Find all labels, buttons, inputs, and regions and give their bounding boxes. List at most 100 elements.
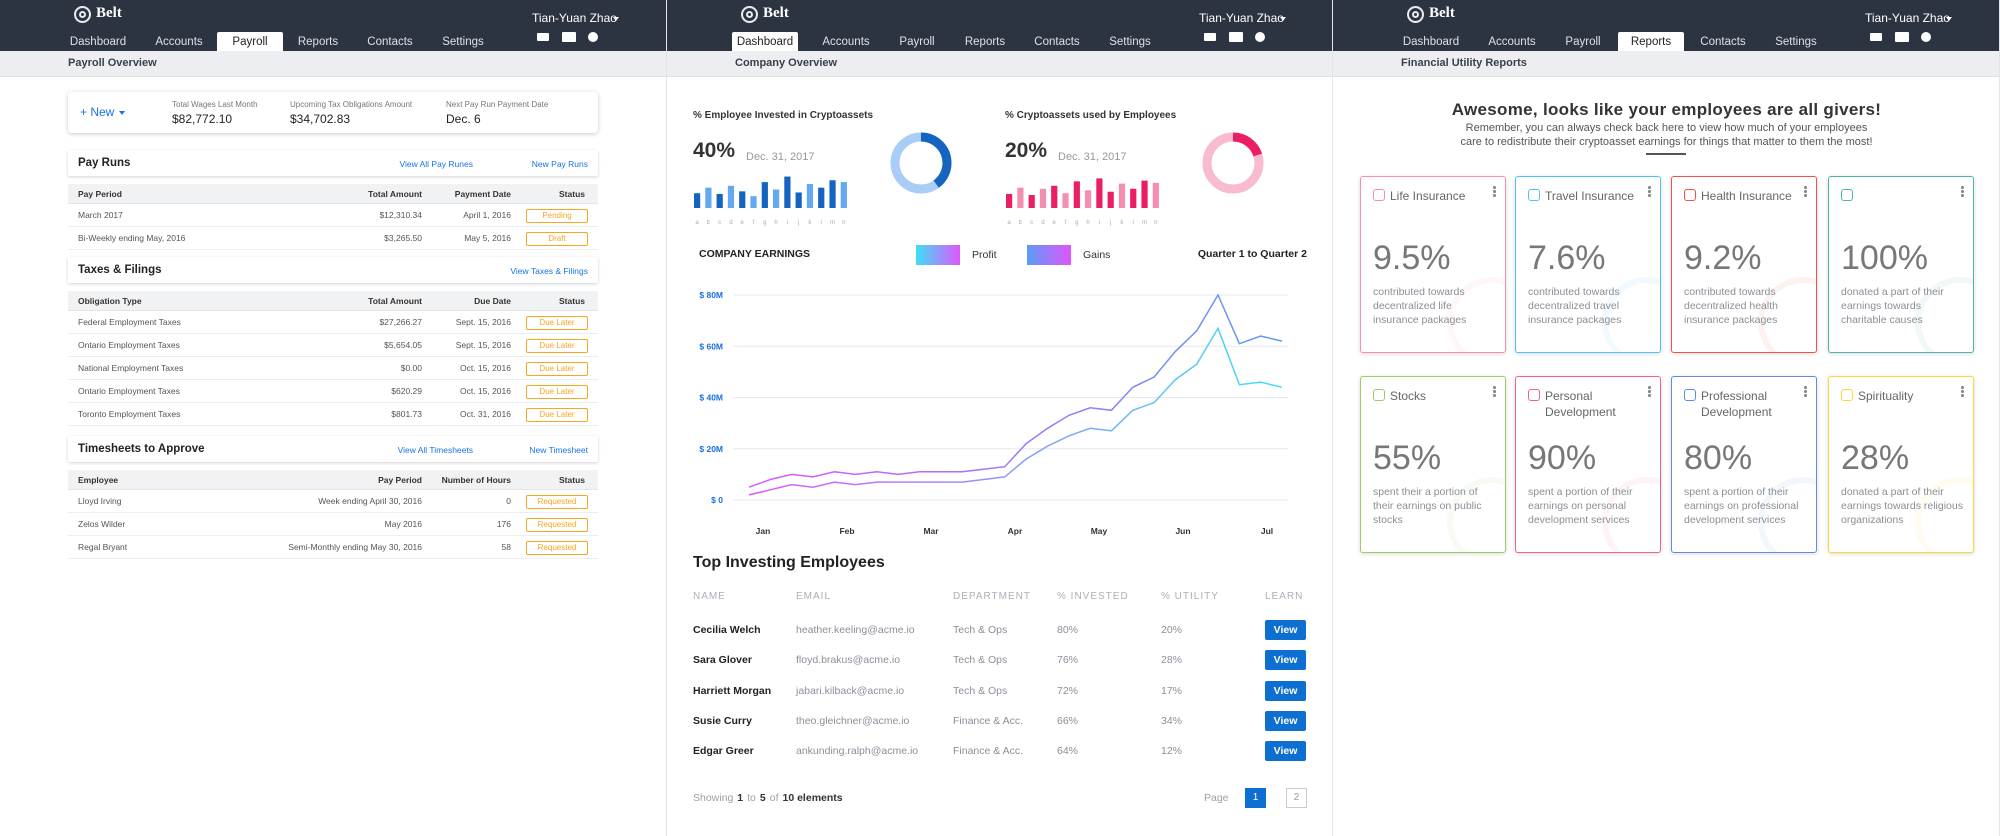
nav-tab[interactable]: Accounts xyxy=(822,36,870,48)
nav-tab[interactable]: Settings xyxy=(1109,36,1151,48)
help-icon[interactable] xyxy=(1921,32,1931,42)
page-title: Payroll Overview xyxy=(68,57,157,69)
nav-tab[interactable]: Contacts xyxy=(1700,36,1746,48)
card-text: contributed towards decentralized health… xyxy=(1684,286,1778,326)
x-tick-label: Jul xyxy=(1261,526,1273,536)
nav-tab[interactable]: Dashboard xyxy=(732,32,798,51)
section-title: Timesheets to Approve xyxy=(78,443,205,455)
table-cell: 28% xyxy=(1161,654,1183,667)
mail-icon[interactable] xyxy=(1895,32,1909,42)
page-button[interactable]: 2 xyxy=(1286,788,1307,808)
donut-arc xyxy=(1202,132,1264,194)
mini-bar xyxy=(1062,193,1069,208)
section-link[interactable]: New Timesheet xyxy=(529,445,588,455)
nav-tab[interactable]: Accounts xyxy=(1488,36,1536,48)
folder-icon[interactable] xyxy=(537,33,549,41)
mini-bar-label: k xyxy=(1120,220,1124,226)
kpi-title: % Employee Invested in Cryptoassets xyxy=(693,110,874,121)
card-watermark xyxy=(1915,477,1973,552)
mini-bar-label: g xyxy=(763,220,766,226)
section-link[interactable]: View All Pay Runes xyxy=(399,159,473,169)
card-watermark xyxy=(1602,277,1660,352)
folder-icon[interactable] xyxy=(1204,33,1216,41)
nav-tab[interactable]: Payroll xyxy=(899,36,935,48)
donut-arc xyxy=(890,132,952,194)
mini-bar-label: e xyxy=(1053,220,1057,226)
card-value: 9.5% xyxy=(1373,239,1451,277)
help-icon[interactable] xyxy=(588,32,598,42)
nav-tab[interactable]: Dashboard xyxy=(1402,36,1460,48)
view-button[interactable]: View xyxy=(1265,741,1306,762)
table-cell: 20% xyxy=(1161,624,1183,636)
menu-dot xyxy=(1648,394,1651,397)
column-header: DEPARTMENT xyxy=(953,591,1031,602)
mini-bar xyxy=(1017,187,1024,208)
card-watermark xyxy=(1447,477,1505,552)
card-text: donated a part of their earnings towards… xyxy=(1841,286,1944,326)
report-card: 100% donated a part of their earnings tow… xyxy=(1828,176,1974,353)
charts: a b c d e f g h i j k l m n a b c d e f g h i j k l m n $ 0 $ 20M $ 40… xyxy=(694,132,1288,536)
nav-tab[interactable]: Contacts xyxy=(1034,36,1080,48)
mini-bar xyxy=(1118,183,1126,208)
mail-icon[interactable] xyxy=(562,32,576,42)
brand: Belt xyxy=(96,5,122,21)
nav-tab[interactable]: Reports xyxy=(964,36,1006,48)
nav-tab[interactable]: Contacts xyxy=(367,36,413,48)
user-name[interactable]: Tian-Yuan Zhao xyxy=(1199,11,1284,25)
nav-tab[interactable]: Settings xyxy=(442,36,484,48)
mini-bar xyxy=(806,183,814,208)
x-tick-label: Jun xyxy=(1175,526,1190,536)
status-badge: Requested xyxy=(526,541,588,555)
card-text: spent a portion of their earnings on per… xyxy=(1528,486,1633,526)
menu-dot xyxy=(1648,390,1651,393)
sub-header: Payroll Overview xyxy=(0,51,666,77)
nav-tab[interactable]: Settings xyxy=(1775,36,1817,48)
mini-bar xyxy=(739,191,746,208)
nav-tab[interactable]: Accounts xyxy=(155,36,203,48)
menu-dot xyxy=(1804,394,1807,397)
section-link[interactable]: View All Timesheets xyxy=(397,445,473,455)
section-link[interactable]: View Taxes & Filings xyxy=(510,266,588,276)
nav-tab[interactable]: Payroll xyxy=(217,32,283,51)
mini-bar-label: a xyxy=(695,220,699,226)
nav-tab[interactable]: Dashboard xyxy=(69,36,127,48)
nav-tab[interactable]: Reports xyxy=(297,36,339,48)
column-header: Status xyxy=(559,296,585,306)
view-button[interactable]: View xyxy=(1265,710,1306,731)
view-button[interactable]: View xyxy=(1265,650,1306,671)
table-cell: April 1, 2016 xyxy=(463,210,511,220)
row-divider xyxy=(68,535,598,536)
mail-icon[interactable] xyxy=(1229,32,1243,42)
summary-label: Upcoming Tax Obligations Amount xyxy=(290,100,413,109)
section-link[interactable]: New Pay Runs xyxy=(531,159,588,169)
mini-bar-label: h xyxy=(774,220,777,226)
table: Pay Period Total Amount Payment Date Status… xyxy=(68,184,598,250)
status-badge: Requested xyxy=(526,495,588,509)
menu-dot xyxy=(1961,190,1964,193)
card-value: 90% xyxy=(1528,439,1597,477)
new-button[interactable]: + New xyxy=(80,105,115,119)
mini-bar-label: a xyxy=(1007,220,1011,226)
view-button[interactable]: View xyxy=(1265,620,1306,640)
user-name[interactable]: Tian-Yuan Zhao xyxy=(532,11,617,25)
table-cell: Zelos Wilder xyxy=(78,519,126,529)
mini-bar-label: f xyxy=(1065,220,1067,226)
mini-bar xyxy=(761,182,768,208)
nav-tab[interactable]: Reports xyxy=(1618,32,1684,51)
subtext: Remember, you can always check back here… xyxy=(1465,122,1868,134)
user-name[interactable]: Tian-Yuan Zhao xyxy=(1865,11,1950,25)
card-text: contributed towards decentralized travel… xyxy=(1528,286,1622,326)
mini-bar-label: n xyxy=(1154,220,1157,226)
row-divider xyxy=(68,425,598,426)
help-icon[interactable] xyxy=(1255,32,1265,42)
mini-bar xyxy=(829,180,836,208)
menu-dot xyxy=(1493,194,1496,197)
view-button[interactable]: View xyxy=(1265,680,1306,701)
kpi-value: 40% xyxy=(693,139,736,162)
table-cell: 34% xyxy=(1161,714,1183,727)
table: Obligation Type Total Amount Due Date Statu… xyxy=(68,291,598,426)
folder-icon[interactable] xyxy=(1870,33,1882,41)
nav-tab[interactable]: Payroll xyxy=(1565,36,1601,48)
page-button[interactable]: 1 xyxy=(1245,788,1266,808)
table-head-bg xyxy=(68,291,598,311)
